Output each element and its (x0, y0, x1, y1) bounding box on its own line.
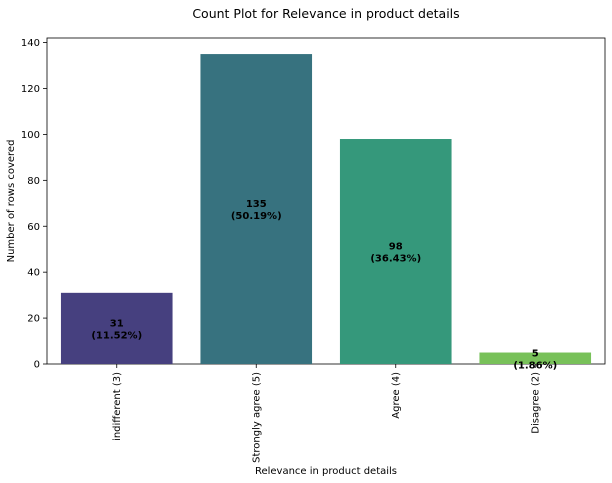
y-axis: 0 20 40 60 80 100 120 140 (21, 38, 47, 371)
bar-percent-label: (36.43%) (370, 254, 421, 265)
bar-value-label: 31 (110, 318, 124, 329)
bars-group: 31(11.52%)135(50.19%)98(36.43%)5(1.86%) (60, 54, 592, 371)
bar (479, 352, 592, 364)
bar-value-label: 98 (389, 242, 403, 253)
bar (200, 54, 313, 364)
y-tick-label: 100 (21, 130, 40, 141)
bar (339, 139, 452, 364)
y-tick-label: 0 (34, 360, 40, 371)
x-axis-label: Relevance in product details (255, 466, 397, 477)
y-tick-label: 20 (27, 314, 40, 325)
x-tick-label: Disagree (2) (530, 372, 541, 434)
y-tick-label: 120 (21, 84, 40, 95)
x-tick-label: indifferent (3) (112, 372, 123, 441)
bar-value-label: 135 (246, 199, 267, 210)
x-tick-label: Strongly agree (5) (251, 372, 262, 463)
bar-percent-label: (11.52%) (91, 330, 142, 341)
plot-frame (46, 37, 606, 365)
x-tick-label: Agree (4) (391, 372, 402, 419)
y-tick-label: 60 (27, 222, 40, 233)
bar (60, 292, 173, 364)
chart-title: Count Plot for Relevance in product deta… (192, 6, 459, 21)
bar-percent-label: (50.19%) (231, 211, 282, 222)
y-tick-label: 40 (27, 268, 40, 279)
bar-value-label: 5 (532, 348, 539, 359)
y-tick-label: 140 (21, 38, 40, 49)
y-axis-label: Number of rows covered (6, 140, 17, 263)
x-axis: indifferent (3) Strongly agree (5) Agree (… (112, 364, 541, 463)
y-tick-label: 80 (27, 176, 40, 187)
